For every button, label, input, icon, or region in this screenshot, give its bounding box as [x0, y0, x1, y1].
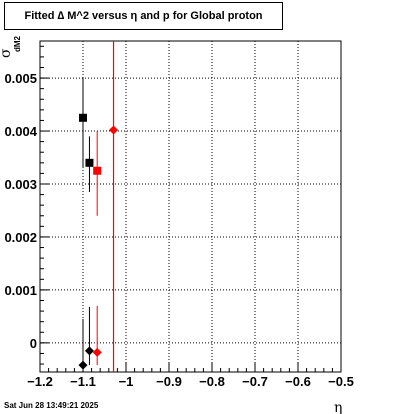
x-tick-label: −1.1 — [70, 374, 96, 389]
chart-title: Fitted ∆ M^2 versus η and p for Global p… — [4, 2, 283, 30]
plot-frame — [39, 40, 342, 373]
y-tick-label: 0.003 — [4, 177, 37, 192]
grid-layer — [40, 41, 341, 372]
y-tick-label: 0.001 — [4, 283, 37, 298]
y-axis-subscript: dM2 — [13, 35, 22, 52]
data-point-square — [79, 113, 87, 122]
data-point-diamond — [92, 347, 102, 357]
x-axis-title: η — [334, 400, 342, 414]
x-tick-label: −0.8 — [199, 374, 225, 389]
timestamp: Sat Jun 28 13:49:21 2025 — [4, 401, 99, 410]
data-point-diamond — [84, 346, 94, 356]
data-layer — [78, 41, 119, 372]
x-tick-label: −0.5 — [328, 374, 354, 389]
x-tick-label: −1 — [119, 374, 134, 389]
x-tick-label: −1.2 — [27, 374, 53, 389]
tick-layer: −1.2 −1.1 −1 −0.9 −0.8 −0.7 −0.6 −0.5 0 0.001 0.00… — [4, 45, 354, 389]
y-tick-label: 0.005 — [4, 71, 37, 86]
y-tick-label: 0.002 — [4, 230, 37, 245]
data-point-square — [93, 166, 102, 175]
data-point-square — [85, 158, 94, 167]
y-tick-label: 0 — [30, 336, 37, 351]
data-point-diamond — [78, 360, 88, 370]
x-tick-label: −0.9 — [156, 374, 182, 389]
data-point-diamond — [109, 125, 119, 135]
x-tick-label: −0.7 — [242, 374, 268, 389]
y-tick-label: 0.004 — [4, 124, 37, 139]
y-axis-title: σ — [0, 48, 14, 58]
x-tick-label: −0.6 — [285, 374, 311, 389]
